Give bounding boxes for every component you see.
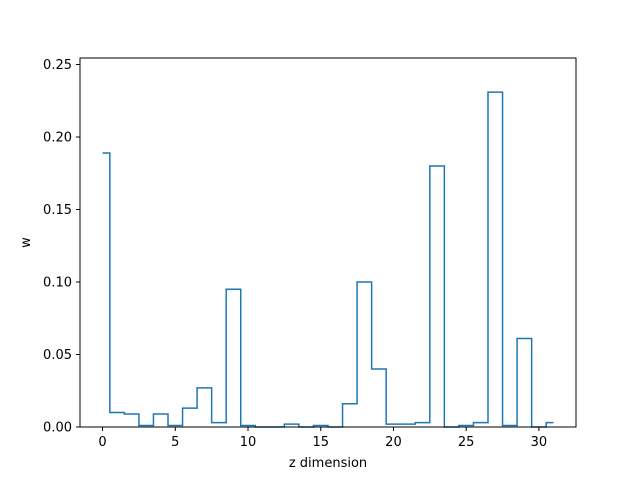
y-axis-label: w [19,237,34,248]
y-tick-label: 0.05 [43,348,72,363]
y-tick-label: 0.25 [43,58,72,73]
y-tick-label: 0.15 [43,203,72,218]
y-tick-label: 0.20 [43,131,72,146]
x-axis-label: z dimension [289,456,367,471]
x-tick-label: 5 [171,435,179,450]
x-tick-label: 30 [531,435,548,450]
chart-marks [102,91,554,428]
x-tick-label: 20 [385,435,402,450]
y-axis-ticks: 0.00 0.05 0.10 0.15 0.20 0.25 [43,58,80,436]
x-tick-label: 15 [312,435,329,450]
x-tick-label: 10 [240,435,257,450]
y-tick-label: 0.10 [43,276,72,291]
x-tick-label: 25 [458,435,475,450]
y-tick-label: 0.00 [43,421,72,436]
series-step-line-0 [102,91,554,428]
x-tick-label: 0 [98,435,106,450]
x-axis-ticks: 0 5 10 15 20 25 30 [98,427,547,450]
plot-frame [79,57,577,428]
